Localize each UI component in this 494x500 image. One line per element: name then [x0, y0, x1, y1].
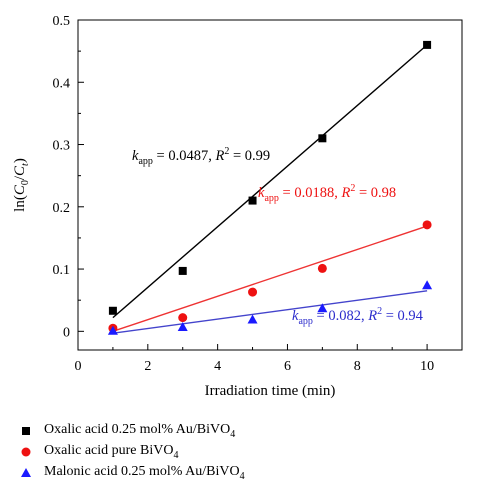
annotation-part: 2 [350, 183, 355, 194]
y-tick-label: 0 [63, 325, 70, 340]
square-data-point [248, 196, 257, 205]
x-tick-label: 8 [354, 359, 361, 374]
y-title-part: C [12, 184, 28, 195]
legend-item-malonic-au: Malonic acid 0.25 mol% Au/BiVO4 [20, 462, 245, 483]
triangle-data-point [422, 280, 433, 290]
annotation-part: = 0.94 [382, 308, 424, 324]
annotation-part: = 0.0188, [279, 185, 342, 201]
legend-label: Oxalic acid 0.25 mol% Au/BiVO4 [44, 421, 236, 440]
annotation-part: k [132, 148, 139, 164]
x-tick-label: 10 [420, 359, 434, 374]
x-tick-label: 4 [214, 359, 221, 374]
square-data-point [423, 40, 432, 49]
legend-label: Malonic acid 0.25 mol% Au/BiVO4 [44, 463, 245, 482]
chart-svg: 0 2 4 6 8 10 0 0.1 0.2 0.3 0.4 0.5 kapp = 0.0487, … [12, 14, 463, 399]
annotation-part: app [264, 193, 278, 204]
legend-item-oxalic-au: Oxalic acid 0.25 mol% Au/BiVO4 [20, 420, 245, 441]
x-tick-label: 6 [284, 359, 291, 374]
square-data-point [318, 134, 327, 143]
annotation-part: = 0.98 [355, 185, 396, 201]
annotation-part: R [340, 185, 350, 201]
y-title-part: / [12, 175, 28, 180]
annotation-part: 2 [224, 146, 229, 157]
y-tick-label: 0.5 [53, 14, 71, 29]
triangle-marker-icon [20, 466, 44, 480]
circle-data-point [317, 263, 327, 273]
y-title-part: C [12, 165, 28, 176]
circle-marker-icon [20, 445, 44, 459]
y-tick-label: 0.2 [53, 201, 71, 216]
fit-line [112, 290, 428, 334]
y-tick-label: 0.4 [53, 76, 71, 91]
triangle-data-point [177, 321, 188, 331]
annotation-part: R [214, 148, 224, 164]
square-marker-icon [20, 424, 44, 438]
annotation-part: = 0.082, [313, 308, 368, 324]
plot-border [77, 19, 463, 351]
y-title-part: ln( [12, 195, 28, 212]
y-axis: 0 0.1 0.2 0.3 0.4 0.5 [53, 14, 84, 340]
y-title-part: t [20, 163, 31, 166]
annotation-part: k [258, 185, 265, 201]
annotation-part: app [298, 316, 312, 327]
y-title-part: 0 [20, 180, 31, 185]
annotation-part: app [138, 156, 152, 167]
x-tick-label: 2 [144, 359, 151, 374]
square-data-point [108, 306, 117, 315]
triangle-data-point [107, 325, 118, 335]
x-axis: 0 2 4 6 8 10 [75, 344, 434, 374]
plot-frame [77, 19, 463, 351]
annotation-part: = 0.99 [229, 148, 270, 164]
legend: Oxalic acid 0.25 mol% Au/BiVO4 Oxalic ac… [20, 420, 245, 483]
fit-line [112, 225, 428, 332]
kapp-annotation: kapp = 0.0487, R2 = 0.99 [132, 146, 270, 167]
y-title-part: ) [12, 158, 28, 163]
legend-item-oxalic-pure: Oxalic acid pure BiVO4 [20, 441, 245, 462]
annotation-part: R [367, 308, 377, 324]
x-axis-title: Irradiation time (min) [205, 383, 336, 399]
annotation-part: k [292, 308, 299, 324]
y-tick-label: 0.1 [53, 263, 71, 278]
triangle-data-point [317, 303, 328, 313]
data-points [107, 40, 433, 335]
circle-data-point [422, 220, 432, 230]
kapp-annotation: kapp = 0.082, R2 = 0.94 [292, 306, 424, 327]
kapp-annotation: kapp = 0.0188, R2 = 0.98 [258, 183, 396, 204]
y-axis-title: ln(C0/Ct) [12, 158, 31, 212]
fit-lines [112, 44, 428, 334]
annotation-part: 2 [377, 306, 382, 317]
fit-line [112, 44, 428, 319]
circle-data-point [178, 313, 188, 323]
legend-label: Oxalic acid pure BiVO4 [44, 442, 179, 461]
square-data-point [178, 266, 187, 275]
x-tick-label: 0 [75, 359, 82, 374]
annotation-part: = 0.0487, [153, 148, 216, 164]
triangle-data-point [247, 314, 258, 324]
y-tick-label: 0.3 [53, 139, 71, 154]
circle-data-point [248, 287, 258, 297]
